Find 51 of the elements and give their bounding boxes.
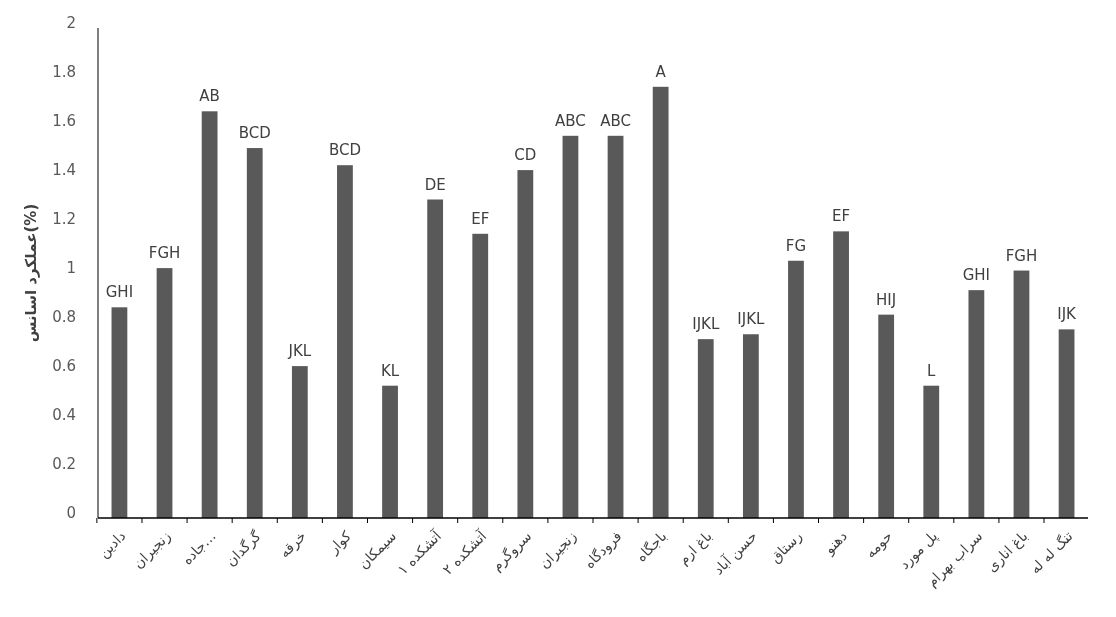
x-tick-label: فرودگاه [580,527,626,573]
x-tick-label: کوار [324,527,355,558]
y-tick-label: 0.4 [52,406,76,425]
y-tick-label: 1.8 [52,63,76,82]
x-tick-label: خرقه [275,527,310,562]
data-label: A [655,62,667,81]
x-tick-label: رستاق [766,527,806,567]
data-label: FGH [1005,246,1038,265]
x-tick-label: جاده… [178,527,219,568]
data-label: GHI [962,266,991,285]
x-tick-label: زنجیران [535,527,581,573]
data-label: BCD [328,141,361,160]
data-label: HIJ [876,290,897,309]
y-tick-label: 0.8 [52,308,76,327]
x-tick-label: باغ اناری [983,527,1032,576]
x-tick-label: سروگرم [488,527,536,575]
x-tick-label: حومه [862,527,896,562]
y-tick-label: 2 [66,14,76,33]
data-label: IJKL [692,315,720,334]
data-label: FG [785,236,807,255]
x-tick-label: پل مورد [895,527,942,573]
y-tick-label: 1.2 [52,210,76,229]
y-tick-label: 0.2 [52,455,76,474]
data-label: IJK [1057,305,1078,324]
y-tick-label: 1.6 [52,112,76,131]
y-tick-label: 0.6 [52,357,76,376]
y-tick-label: 1 [66,259,76,278]
data-label: FGH [148,244,181,263]
data-label: GHI [105,283,134,302]
x-tick-label: دهنو [820,527,851,559]
x-tick-label: باجگاه [632,527,670,565]
data-label: DE [424,175,446,194]
data-label: ABC [555,111,586,130]
data-label: IJKL [737,310,766,329]
x-tick-label: دادین [95,527,130,562]
y-axis-title: عملکرد اسانس(%) [22,203,40,343]
data-label: JKL [287,342,312,361]
data-label: CD [514,146,537,165]
data-label: KL [380,361,400,380]
x-tick-label: سیمکان [355,527,400,572]
y-tick-label: 0 [66,504,76,523]
x-tick-label: باغ ارم [675,527,716,569]
x-tick-label: زنجیران [129,527,175,573]
y-tick-label: 1.4 [52,161,76,180]
data-label: L [927,361,937,380]
data-label: EF [832,207,851,226]
data-label: BCD [238,124,271,143]
data-label: AB [199,87,220,106]
data-label: ABC [600,111,631,130]
data-label: EF [471,209,490,228]
x-tick-label: گرگدان [222,527,265,570]
